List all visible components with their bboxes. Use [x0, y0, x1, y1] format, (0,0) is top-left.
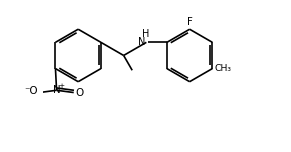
Text: ⁻O: ⁻O — [24, 86, 38, 96]
Text: O: O — [75, 88, 83, 98]
Text: F: F — [187, 17, 193, 27]
Text: N: N — [138, 37, 145, 47]
Text: H: H — [141, 29, 149, 39]
Text: N: N — [53, 85, 61, 95]
Text: +: + — [58, 83, 65, 89]
Text: CH₃: CH₃ — [214, 64, 231, 73]
